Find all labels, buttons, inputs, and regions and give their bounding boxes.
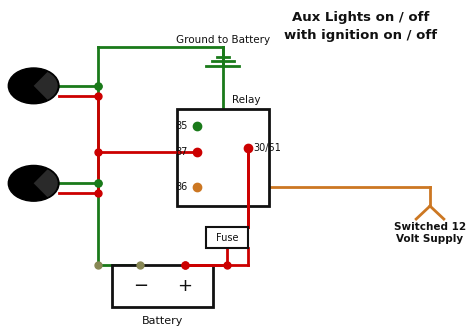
Text: 87: 87 [175,148,188,157]
Text: Relay: Relay [232,95,260,105]
Text: −: − [133,277,148,295]
Bar [207,227,248,248]
Text: Switched 12
Volt Supply: Switched 12 Volt Supply [394,222,466,244]
Wedge shape [34,169,58,197]
Text: Fuse: Fuse [216,233,238,243]
Text: 86: 86 [175,182,188,191]
Text: 85: 85 [175,121,188,131]
Bar [176,109,269,206]
Text: 30/51: 30/51 [253,143,281,152]
Wedge shape [34,72,58,100]
Text: +: + [177,277,192,295]
Circle shape [9,68,59,104]
Bar [112,265,213,307]
Text: Aux Lights on / off
with ignition on / off: Aux Lights on / off with ignition on / o… [284,11,438,42]
Text: Battery: Battery [142,316,183,326]
Circle shape [9,165,59,201]
Text: Ground to Battery: Ground to Battery [175,35,270,45]
